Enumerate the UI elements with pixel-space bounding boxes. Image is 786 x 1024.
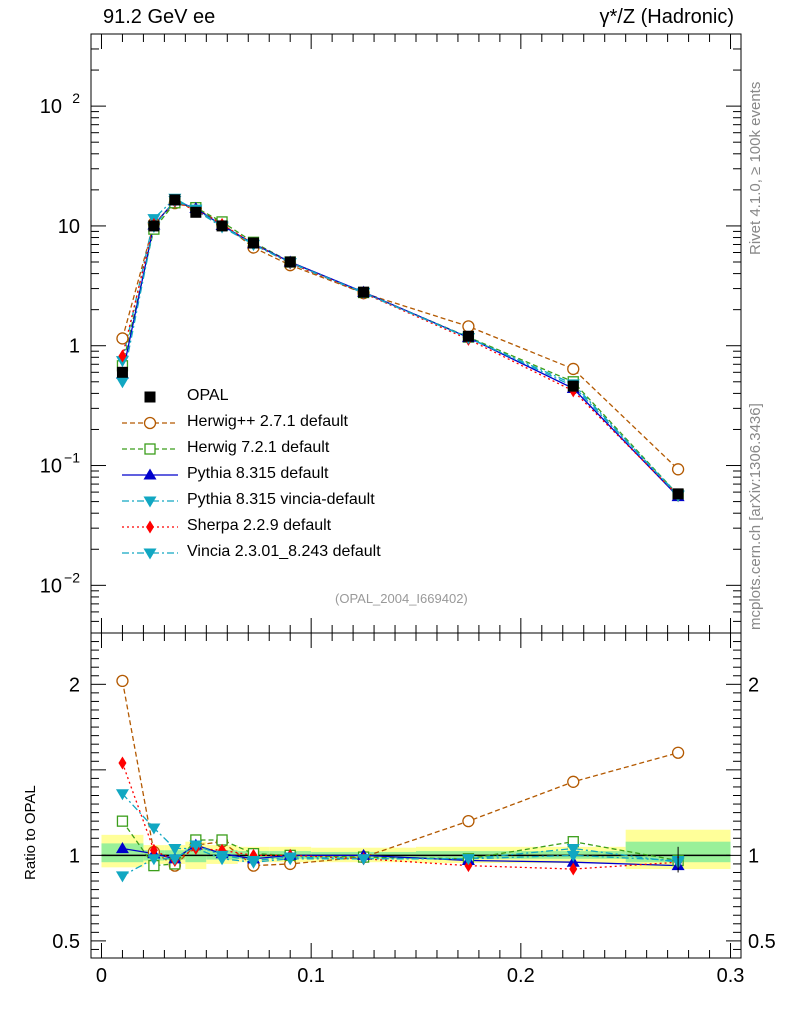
legend-label: Herwig 7.2.1 default [187, 439, 330, 456]
legend-label: Pythia 8.315 vincia-default [187, 491, 375, 508]
x-tick-label: 0 [96, 965, 107, 987]
series-1-main-line [121, 202, 679, 496]
series-0-ratio-point [567, 775, 580, 788]
legend-symbol [122, 416, 178, 430]
main-y-tick-label: 10 [40, 96, 62, 118]
main-y-tick-label: 1 [69, 336, 80, 358]
series-0-ratio-point [116, 674, 129, 688]
series-0-main-point [567, 362, 580, 376]
series-3-ratio-point [147, 823, 161, 835]
legend-marker [143, 468, 157, 480]
opal-data-point [672, 488, 684, 500]
series-5-ratio-point [357, 854, 371, 866]
opal-data-point [190, 206, 202, 218]
series-4-ratio-point [149, 843, 158, 857]
series-0-main-point [671, 463, 685, 476]
series-5-ratio-point [461, 854, 475, 866]
series-0-ratio-point [462, 815, 475, 828]
ratio-y-tick-label-right: 2 [748, 674, 759, 696]
main-axes-ticks [91, 33, 741, 634]
series-2-ratio-point [115, 842, 129, 854]
process-title: γ*/Z (Hadronic) [599, 6, 734, 28]
ratio-series-markers [115, 674, 685, 883]
series-5-ratio-point [247, 855, 260, 867]
legend-symbol [122, 468, 178, 480]
series-3-ratio-point [168, 843, 182, 856]
main-y-tick-label: 10 [40, 575, 62, 597]
ratio-y-tick-label-right: 1 [748, 845, 759, 867]
legend-symbol [122, 520, 178, 534]
main-y-tick-exponent: −1 [64, 450, 80, 466]
opal-data-point [148, 220, 160, 232]
series-4-main-point [118, 349, 127, 363]
series-0-main-point [462, 320, 475, 333]
ratio-frame [90, 632, 742, 959]
opal-data-point [216, 220, 228, 232]
energy-title: 91.2 GeV ee [103, 6, 216, 28]
opal-data-point [462, 330, 474, 342]
legend-label: Sherpa 2.2.9 default [187, 517, 332, 534]
legend-marker [143, 548, 157, 560]
legend-label: Vincia 2.3.01_8.243 default [187, 543, 381, 560]
series-4-ratio-point [118, 756, 127, 770]
plot-frames [90, 33, 742, 959]
rivet-version-label: Rivet 4.1.0, ≥ 100k events [747, 81, 764, 255]
legend-label: OPAL [187, 387, 229, 404]
series-1-ratio-line [121, 820, 679, 867]
ratio-y-tick-label-left: 2 [69, 674, 80, 696]
legend-symbol [122, 496, 178, 508]
mcplots-credit-label: mcplots.cern.ch [arXiv:1306.3436] [747, 403, 764, 630]
legend-label: Pythia 8.315 default [187, 465, 329, 482]
series-5-ratio-point [168, 854, 182, 866]
ratio-axis-label: Ratio to OPAL [22, 785, 39, 880]
main-series-markers [115, 193, 685, 503]
legend-symbol [144, 391, 156, 403]
series-4-ratio-point [569, 862, 578, 876]
series-5-main-point [115, 377, 129, 389]
legend-marker [146, 520, 154, 534]
main-y-tick-label: 10 [58, 216, 80, 238]
series-1-ratio-point [216, 834, 228, 846]
legend-symbol [122, 443, 178, 455]
series-5-ratio-point [147, 854, 161, 866]
series-5-ratio-point [566, 843, 580, 856]
x-tick-label: 0.1 [297, 965, 325, 987]
series-5-ratio-point [283, 852, 297, 864]
series-3-ratio-point [115, 789, 129, 801]
opal-data-point [116, 366, 128, 378]
series-1-ratio-point [116, 815, 129, 827]
series-5-ratio-point [115, 871, 129, 883]
analysis-id-label: (OPAL_2004_I669402) [335, 591, 468, 606]
legend-marker [144, 443, 156, 455]
opal-data-point [169, 194, 181, 206]
legend-label: Herwig++ 2.7.1 default [187, 413, 348, 430]
legend-marker [143, 416, 157, 430]
main-y-tick-exponent: −2 [64, 569, 80, 585]
legend-symbol [122, 548, 178, 560]
opal-data-point [567, 380, 579, 392]
ratio-y-tick-label-left: 0.5 [52, 931, 80, 953]
opal-data-point [248, 237, 259, 249]
x-tick-label: 0.2 [507, 965, 535, 987]
legend-marker [143, 496, 157, 508]
x-tick-label: 0.3 [717, 965, 745, 987]
series-4-ratio-point [464, 859, 473, 873]
series-5-ratio-point [215, 850, 229, 862]
series-0-ratio-point [671, 746, 685, 759]
opal-data-point [284, 256, 296, 268]
main-y-tick-label: 10 [40, 456, 62, 478]
legend-marker [144, 391, 156, 403]
series-3-ratio-point [566, 850, 580, 862]
series-0-main-point [116, 332, 129, 345]
series-5-ratio-point [189, 840, 203, 852]
ratio-y-tick-label-right: 0.5 [748, 931, 776, 953]
ratio-y-tick-label-left: 1 [69, 845, 80, 867]
series-0-ratio-line [121, 680, 679, 867]
ratio-axes-ticks [91, 632, 741, 959]
main-y-tick-exponent: 2 [72, 90, 80, 106]
opal-data-point [358, 286, 370, 298]
series-5-main-line [121, 199, 679, 497]
